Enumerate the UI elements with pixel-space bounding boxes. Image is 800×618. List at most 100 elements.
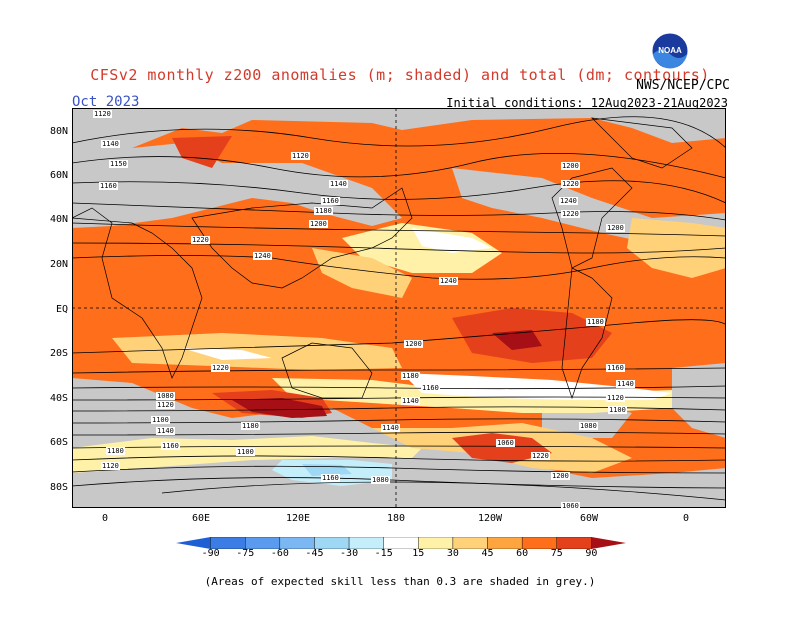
colorbar-label: -75 — [236, 548, 255, 559]
contour-label-bg — [371, 476, 390, 484]
contour-label: 1080 — [580, 422, 597, 430]
anomaly-near-zero — [182, 228, 672, 400]
colorbar-label: -90 — [201, 548, 220, 559]
contour-label: 1220 — [212, 364, 229, 372]
contour-label-bg — [401, 372, 420, 380]
contour-label-bg — [191, 236, 210, 244]
colorbar-label: -60 — [270, 548, 289, 559]
contour-label-bg — [93, 110, 112, 118]
latitude-label: 60N — [49, 170, 68, 181]
contour-label-bg — [561, 162, 580, 170]
latitude-label: EQ — [55, 304, 68, 315]
contour-label: 1160 — [607, 364, 624, 372]
contour-label: 1180 — [107, 447, 124, 455]
longitude-label: 120W — [477, 513, 503, 524]
colorbar-label: 90 — [585, 548, 598, 559]
contour-label: 1220 — [192, 236, 209, 244]
colorbar — [176, 537, 626, 549]
contour-label-bg — [156, 427, 175, 435]
longitude-label: 180 — [386, 513, 406, 524]
colorbar-label: 45 — [481, 548, 494, 559]
contour-label-bg — [156, 401, 175, 409]
contour-label-bg — [321, 197, 340, 205]
contour-label-bg — [241, 422, 260, 430]
contour-label: 1100 — [152, 416, 169, 424]
agency-label: NWS/NCEP/CPC — [636, 78, 730, 93]
contour-label-bg — [401, 397, 420, 405]
contour-label-bg — [608, 406, 627, 414]
contour-label: 1060 — [497, 439, 514, 447]
contour-label-bg — [559, 197, 578, 205]
contour-label-bg — [561, 210, 580, 218]
anomaly-90 — [232, 330, 542, 418]
contour-label-bg — [606, 394, 625, 402]
colorbar-label: -15 — [374, 548, 393, 559]
contour-label: 1220 — [562, 210, 579, 218]
contour-label: 1140 — [102, 140, 119, 148]
contour-label-bg — [151, 416, 170, 424]
contour-label-bg — [314, 207, 333, 215]
contour-label: 1180 — [242, 422, 259, 430]
colorbar-swatch — [176, 537, 211, 549]
contour-label: 1080 — [157, 392, 174, 400]
contour-label-bg — [291, 152, 310, 160]
contour-label-bg — [101, 140, 120, 148]
contour-label: 1160 — [422, 384, 439, 392]
colorbar-label: 60 — [516, 548, 529, 559]
contour-label-bg — [211, 364, 230, 372]
longitude-label: 60W — [579, 513, 599, 524]
contour-label: 1240 — [560, 197, 577, 205]
contour-label-bg — [109, 160, 128, 168]
contour-label: 1180 — [402, 372, 419, 380]
contour-label-bg — [586, 318, 605, 326]
contour-label-bg — [561, 180, 580, 188]
contour-label: 1100 — [609, 406, 626, 414]
contour-label-bg — [381, 424, 400, 432]
map-frame — [72, 108, 726, 508]
chart-title: CFSv2 monthly z200 anomalies (m; shaded)… — [90, 66, 710, 84]
contour-label: 1200 — [562, 162, 579, 170]
skill-note: (Areas of expected skill less than 0.3 a… — [204, 575, 596, 588]
contour-label: 1120 — [102, 462, 119, 470]
contour-label: 1080 — [372, 476, 389, 484]
z200-anomaly-map: 1120114011501160112011401160118012001220… — [72, 108, 726, 508]
contour-label-bg — [579, 422, 598, 430]
contour-label: 1140 — [617, 380, 634, 388]
contour-label: 1200 — [607, 224, 624, 232]
contour-label-bg — [496, 439, 515, 447]
contour-label: 1200 — [405, 340, 422, 348]
latitude-label: 40N — [49, 214, 68, 225]
longitude-label: 120E — [285, 513, 311, 524]
latitude-label: 80S — [49, 482, 68, 493]
contour-label: 1180 — [587, 318, 604, 326]
contour-label-bg — [531, 452, 550, 460]
contour-label-bg — [309, 220, 328, 228]
contour-label-bg — [329, 180, 348, 188]
latitude-label: 20S — [49, 348, 68, 359]
longitude-label: 60E — [191, 513, 211, 524]
contour-label-bg — [606, 224, 625, 232]
forecast-month: Oct 2023 — [72, 94, 140, 110]
contour-label: 1180 — [315, 207, 332, 215]
colorbar-label: -30 — [340, 548, 359, 559]
contour-label: 1120 — [292, 152, 309, 160]
contour-label-bg — [551, 472, 570, 480]
colorbar-swatch — [556, 537, 592, 549]
contour-label: 1240 — [254, 252, 271, 260]
contour-label-bg — [606, 364, 625, 372]
latitude-label: 60S — [49, 437, 68, 448]
colorbar-label: -45 — [305, 548, 324, 559]
latitude-label: 80N — [49, 126, 68, 137]
contour-label: 1120 — [94, 110, 111, 118]
contour-label: 1150 — [110, 160, 127, 168]
contour-label: 1200 — [552, 472, 569, 480]
colorbar-label: 15 — [412, 548, 425, 559]
contour-label: 1100 — [237, 448, 254, 456]
contour-label-bg — [253, 252, 272, 260]
longitude-label: 0 — [682, 513, 690, 524]
contour-label: 1120 — [607, 394, 624, 402]
contour-label: 1140 — [330, 180, 347, 188]
contour-label-bg — [616, 380, 635, 388]
contour-label: 1140 — [382, 424, 399, 432]
colorbar-swatch — [591, 537, 626, 549]
